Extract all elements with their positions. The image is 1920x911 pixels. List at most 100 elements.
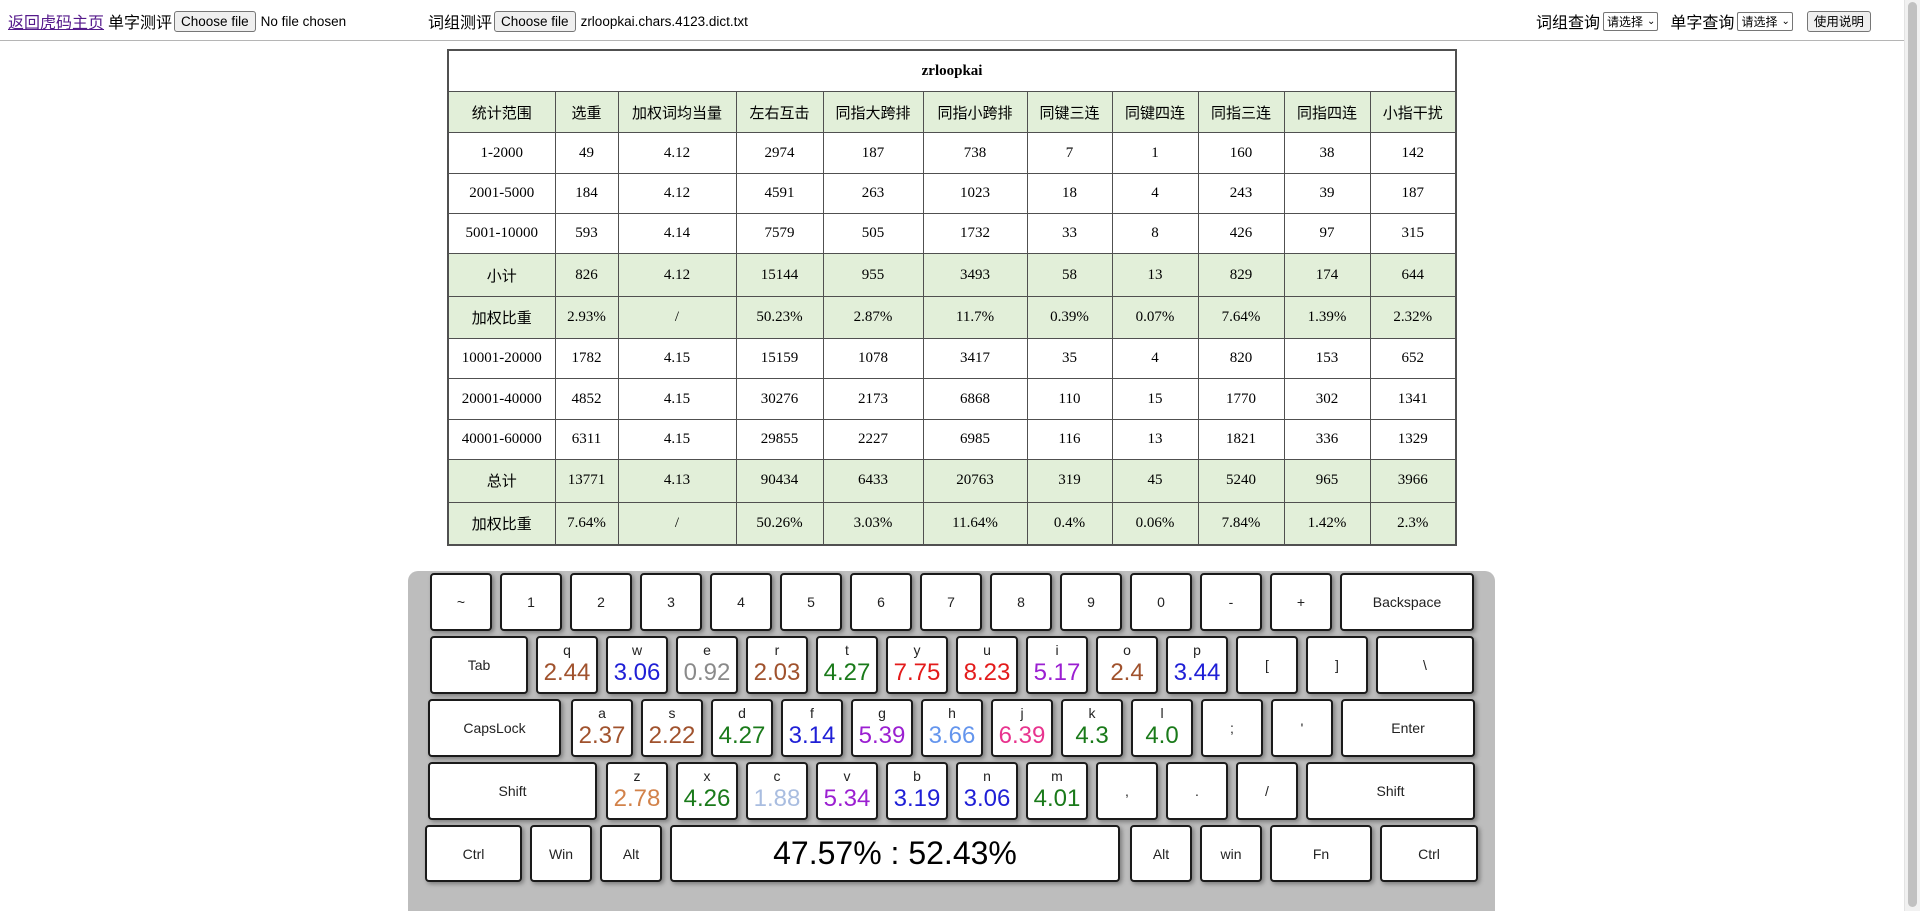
key-backspace[interactable]: Backspace: [1340, 573, 1474, 631]
space-key-ratio[interactable]: 47.57% : 52.43%: [670, 825, 1120, 882]
key-g[interactable]: g 5.39: [851, 699, 913, 757]
key-alt[interactable]: Alt: [1130, 825, 1192, 882]
key-symbol[interactable]: 6: [850, 573, 912, 631]
key-symbol[interactable]: -: [1200, 573, 1262, 631]
key-symbol[interactable]: ': [1271, 699, 1333, 757]
phrase-query-select[interactable]: 请选择 ⌄: [1603, 11, 1659, 31]
key-fn[interactable]: Fn: [1270, 825, 1372, 882]
key-j[interactable]: j 6.39: [991, 699, 1053, 757]
key-p[interactable]: p 3.44: [1166, 636, 1228, 694]
phrase-file-button[interactable]: Choose file: [494, 10, 576, 32]
key-x[interactable]: x 4.26: [676, 762, 738, 820]
key-e[interactable]: e 0.92: [676, 636, 738, 694]
key-label: s: [668, 705, 676, 721]
table-cell: 1341: [1369, 378, 1457, 420]
key-value: 5.39: [858, 722, 906, 749]
key-symbol[interactable]: 9: [1060, 573, 1122, 631]
key-shift[interactable]: Shift: [428, 762, 597, 820]
table-cell: /: [617, 295, 737, 340]
key-symbol[interactable]: 2: [570, 573, 632, 631]
key-r[interactable]: r 2.03: [746, 636, 808, 694]
key-capslock[interactable]: CapsLock: [428, 699, 561, 757]
key-h[interactable]: h 3.66: [921, 699, 983, 757]
table-cell: 4591: [735, 172, 824, 215]
key-s[interactable]: s 2.22: [641, 699, 703, 757]
table-row: 总计 13771 4.13 90434 6433 20763 319 45 5240 965 396…: [447, 459, 1457, 503]
key-symbol[interactable]: \: [1376, 636, 1474, 694]
key-symbol[interactable]: 4: [710, 573, 772, 631]
phrase-query-select-value: 请选择: [1607, 14, 1644, 29]
column-header: 同指小跨排: [922, 90, 1028, 134]
key-label: n: [983, 768, 991, 784]
table-cell: 0.07%: [1111, 295, 1199, 340]
key-w[interactable]: w 3.06: [606, 636, 668, 694]
home-link[interactable]: 返回虎码主页: [8, 13, 105, 32]
key-symbol[interactable]: 1: [500, 573, 562, 631]
key-ctrl[interactable]: Ctrl: [425, 825, 522, 882]
key-symbol[interactable]: 0: [1130, 573, 1192, 631]
key-i[interactable]: i 5.17: [1026, 636, 1088, 694]
key-u[interactable]: u 8.23: [956, 636, 1018, 694]
vertical-scrollbar[interactable]: [1904, 0, 1920, 911]
table-cell: 6868: [922, 378, 1028, 420]
key-symbol[interactable]: ,: [1096, 762, 1158, 820]
key-symbol[interactable]: +: [1270, 573, 1332, 631]
key-symbol[interactable]: ~: [430, 573, 492, 631]
key-symbol[interactable]: 5: [780, 573, 842, 631]
table-cell: 0.06%: [1111, 501, 1199, 546]
phrase-eval-group: 词组测评 Choose file zrloopkai.chars.4123.di…: [428, 10, 748, 32]
key-label: r: [774, 642, 780, 658]
key-symbol[interactable]: 8: [990, 573, 1052, 631]
table-cell: 426: [1197, 213, 1285, 255]
key-a[interactable]: a 2.37: [571, 699, 633, 757]
key-b[interactable]: b 3.19: [886, 762, 948, 820]
key-label: u: [983, 642, 991, 658]
key-symbol[interactable]: ]: [1306, 636, 1368, 694]
table-cell: 2173: [822, 378, 924, 420]
key-value: 2.37: [578, 722, 626, 749]
key-alt[interactable]: Alt: [600, 825, 662, 882]
key-t[interactable]: t 4.27: [816, 636, 878, 694]
help-button[interactable]: 使用说明: [1806, 10, 1871, 32]
key-d[interactable]: d 4.27: [711, 699, 773, 757]
table-cell: 4.12: [617, 132, 737, 174]
key-win[interactable]: win: [1200, 825, 1262, 882]
key-label: p: [1193, 642, 1201, 658]
key-tab[interactable]: Tab: [430, 636, 528, 694]
scrollbar-thumb[interactable]: [1908, 2, 1917, 907]
key-shift[interactable]: Shift: [1306, 762, 1475, 820]
key-symbol[interactable]: ;: [1201, 699, 1263, 757]
key-value: 4.0: [1145, 722, 1179, 749]
key-symbol[interactable]: 3: [640, 573, 702, 631]
key-symbol[interactable]: .: [1166, 762, 1228, 820]
key-z[interactable]: z 2.78: [606, 762, 668, 820]
table-cell: 11.64%: [922, 501, 1028, 546]
table-cell: 1821: [1197, 418, 1285, 461]
key-m[interactable]: m 4.01: [1026, 762, 1088, 820]
key-enter[interactable]: Enter: [1341, 699, 1475, 757]
key-v[interactable]: v 5.34: [816, 762, 878, 820]
key-y[interactable]: y 7.75: [886, 636, 948, 694]
key-symbol[interactable]: 7: [920, 573, 982, 631]
key-win[interactable]: Win: [530, 825, 592, 882]
key-f[interactable]: f 3.14: [781, 699, 843, 757]
char-query-select[interactable]: 请选择 ⌄: [1737, 11, 1793, 31]
key-q[interactable]: q 2.44: [536, 636, 598, 694]
column-header: 同指大跨排: [822, 90, 924, 134]
table-cell: 302: [1283, 378, 1371, 420]
table-cell: 315: [1369, 213, 1457, 255]
key-l[interactable]: l 4.0: [1131, 699, 1193, 757]
table-cell: 15159: [735, 338, 824, 380]
key-n[interactable]: n 3.06: [956, 762, 1018, 820]
key-symbol[interactable]: [: [1236, 636, 1298, 694]
key-symbol[interactable]: /: [1236, 762, 1298, 820]
key-o[interactable]: o 2.4: [1096, 636, 1158, 694]
key-ctrl[interactable]: Ctrl: [1380, 825, 1478, 882]
single-char-file-button[interactable]: Choose file: [174, 10, 256, 32]
key-c[interactable]: c 1.88: [746, 762, 808, 820]
table-row: 20001-40000 4852 4.15 30276 2173 6868 110 15 177…: [447, 378, 1457, 420]
key-value: 3.19: [893, 785, 941, 812]
table-cell: 2.32%: [1369, 295, 1457, 340]
table-cell: 18: [1026, 172, 1113, 215]
key-k[interactable]: k 4.3: [1061, 699, 1123, 757]
